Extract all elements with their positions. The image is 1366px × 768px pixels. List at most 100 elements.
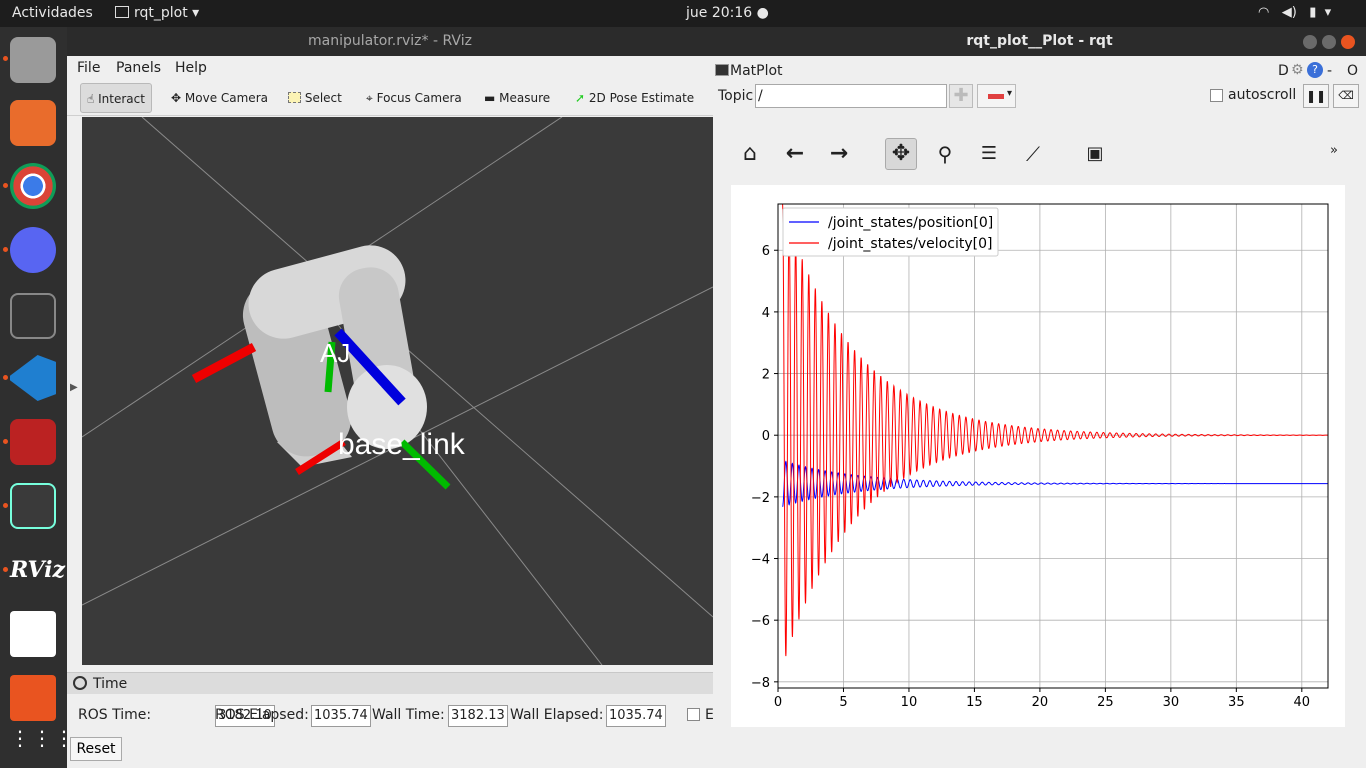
3d-scene: AJ base_link [82,117,713,665]
menu-panels[interactable]: Panels [116,60,162,76]
toolbar-overflow-button[interactable]: » [1330,143,1338,158]
clear-button[interactable]: ⌫ [1333,84,1359,108]
add-topic-button[interactable]: ✚ [949,84,973,108]
subplot-config-icon[interactable]: ☰ [980,143,998,164]
tool-2d-pose-estimate[interactable]: ➚ 2D Pose Estimate [575,83,694,113]
discord-icon[interactable] [10,227,56,273]
minimize-button[interactable] [1303,35,1317,49]
maximize-button[interactable] [1322,35,1336,49]
experimental-label: E [705,707,714,723]
tool-measure[interactable]: ▬ Measure [484,83,550,113]
pause-button[interactable]: ❚❚ [1303,84,1329,108]
tool-move-camera[interactable]: ✥ Move Camera [171,83,268,113]
close-button[interactable] [1341,35,1355,49]
software-center-icon[interactable] [10,100,56,146]
terminator-icon[interactable] [10,419,56,465]
rviz-titlebar[interactable]: manipulator.rviz* - RViz [67,27,713,56]
files-icon[interactable] [10,37,56,83]
x-axis-marker [191,343,257,383]
remove-topic-button[interactable]: ▾ [977,84,1016,108]
tool-label: Move Camera [184,91,268,105]
axis-edit-icon[interactable]: ⟋ [1026,142,1040,166]
chrome-icon[interactable] [10,163,56,209]
frame-label-base-link: base_link [338,428,466,461]
topic-input[interactable]: / [755,84,947,108]
autoscroll-label: autoscroll [1228,87,1297,103]
forward-arrow-icon[interactable]: → [829,141,849,166]
base-x-axis-marker [295,439,346,475]
x-tick-label: 40 [1294,695,1311,710]
frame-label-a: AJ [320,338,350,368]
y-tick-label: 0 [762,429,770,444]
zoom-icon[interactable]: ⚲ [937,142,953,166]
plugin-close-button[interactable]: O [1347,63,1359,79]
wall-elapsed-label: Wall Elapsed: [510,707,604,723]
chevron-down-icon: ▾ [1007,88,1013,99]
y-tick-label: −6 [751,614,770,629]
clock-label: jue 20:16 [686,5,753,21]
ros-time-value[interactable]: 3182.10 [215,705,275,727]
battery-icon: ▮ [1309,5,1317,20]
ros-time-label: ROS Time: [78,707,152,723]
left-panel-collapse-handle[interactable]: ▶ [70,382,78,393]
activities-button[interactable]: Actividades [12,5,93,21]
rqt-titlebar[interactable]: rqt_plot__Plot - rqt [713,27,1366,56]
plugin-header: MatPlot D ⚙ ? - O [713,60,1366,82]
running-indicator [3,439,8,444]
dock: RViz ⋮⋮⋮ [0,27,76,768]
tool-label: Focus Camera [376,91,462,105]
save-icon[interactable]: ▣ [1086,143,1104,164]
wifi-icon: ◠ [1258,5,1270,20]
menu-help[interactable]: Help [175,60,207,76]
wall-elapsed-text: 1035.74 [609,708,663,723]
pause-icon: ❚❚ [1305,89,1327,103]
topic-bar: Topic / ✚ ▾ autoscroll ❚❚ ⌫ [713,83,1366,111]
base-y-axis-marker [399,439,451,490]
pan-icon[interactable]: ✥ [885,138,917,170]
pose-arrow-icon: ➚ [575,91,586,105]
wall-time-value[interactable]: 3182.13 [448,705,508,727]
x-tick-label: 35 [1228,695,1245,710]
show-apps-icon[interactable]: ⋮⋮⋮ [10,726,76,750]
wall-time-label: Wall Time: [372,707,445,723]
plugin-minimize-button[interactable]: - [1327,63,1333,79]
menu-file[interactable]: File [77,60,101,76]
rqt-icon[interactable] [10,483,56,529]
text-editor-icon[interactable] [10,675,56,721]
wall-elapsed-value[interactable]: 1035.74 [606,705,666,727]
y-tick-label: 4 [762,306,770,321]
volume-icon: ◀) [1281,5,1297,20]
plot-series [782,204,1328,657]
tool-select[interactable]: Select [288,83,342,113]
x-tick-label: 30 [1163,695,1180,710]
tool-label: Select [304,91,342,105]
autoscroll-checkbox[interactable] [1210,89,1223,102]
3d-viewport[interactable]: AJ base_link [82,117,713,665]
time-panel-title: Time [93,676,128,692]
tool-interact[interactable]: ☝ Interact [80,83,152,113]
rviz-icon[interactable]: RViz [10,557,66,583]
tool-focus-camera[interactable]: ⌖ Focus Camera [366,83,462,113]
chevron-down-icon: ▾ [192,5,200,21]
ros-elapsed-text: 1035.74 [314,708,368,723]
ros-elapsed-label: ROS Elapsed: [215,707,309,723]
vscode-icon[interactable] [10,355,56,401]
document-viewer-icon[interactable] [10,611,56,657]
app-menu[interactable]: rqt_plot ▾ [115,5,199,21]
back-arrow-icon[interactable]: ← [785,141,805,166]
gear-icon[interactable]: ⚙ [1291,62,1304,78]
plot-canvas[interactable]: 0 5 10 15 20 25 30 35 40 −8 −6 −4 −2 0 2 4 6 /joint_stat… [731,185,1345,727]
select-box-icon [288,92,301,103]
system-tray[interactable]: ◠ ◀) ▮ ▾ [1258,5,1331,20]
system-monitor-icon[interactable] [10,293,56,339]
ruler-icon: ▬ [484,91,496,105]
home-icon[interactable]: ⌂ [743,141,757,166]
running-indicator [3,375,8,380]
ros-elapsed-value[interactable]: 1035.74 [311,705,371,727]
clock[interactable]: jue 20:16 ● [686,5,769,21]
help-icon[interactable]: ? [1307,62,1323,78]
plot-svg: 0 5 10 15 20 25 30 35 40 −8 −6 −4 −2 0 2 4 6 /joint_stat… [751,203,1329,710]
reset-button[interactable]: Reset [70,737,122,761]
plugin-dock-button[interactable]: D [1278,63,1289,79]
experimental-checkbox[interactable] [687,708,700,721]
